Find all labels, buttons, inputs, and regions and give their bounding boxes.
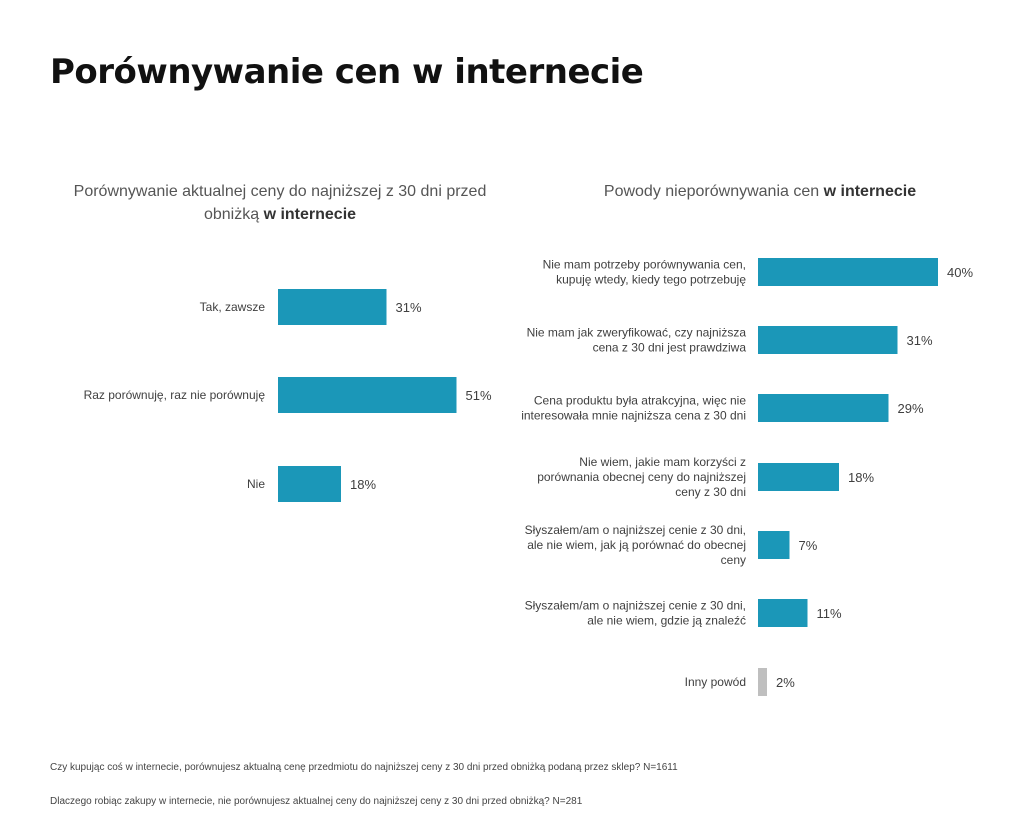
right-value-label-1: 40% [947,265,973,280]
left-bar-3 [278,466,341,502]
right-chart-title-bold: w internecie [823,183,917,200]
right-bar-6 [758,599,808,627]
footnote-1: Czy kupując coś w internecie, porównujes… [50,762,678,773]
left-category-label-1: Tak, zawsze [200,300,266,314]
page-title: Porównywanie cen w internecie [50,52,644,92]
right-bar-5 [758,531,790,559]
right-value-label-2: 31% [907,333,933,348]
right-category-label-3: Cena produktu była atrakcyjna, więc nie i… [521,394,746,423]
right-chart-title-text: Powody nieporównywania cen [603,183,820,200]
right-bar-3 [758,394,889,422]
left-chart-title: Porównywanie aktualnej ceny do najniższe… [60,180,500,226]
right-value-label-6: 11% [817,606,842,621]
left-value-label-2: 51% [466,388,492,403]
left-category-label-2: Raz porównuję, raz nie porównuję [84,388,266,402]
right-bar-2 [758,326,898,354]
right-category-label-4: Nie wiem, jakie mam korzyści z porównania… [537,455,746,499]
left-value-label-1: 31% [396,300,422,315]
footnote-2: Dlaczego robiąc zakupy w internecie, nie… [50,796,583,807]
right-bar-1 [758,258,938,286]
left-chart-title-text: Porównywanie aktualnej ceny do najniższe… [73,183,487,223]
right-category-label-1: Nie mam potrzeby porównywania cen, kupuję… [543,258,747,287]
left-bar-2 [278,377,457,413]
right-value-label-4: 18% [848,470,874,485]
right-bar-4 [758,463,839,491]
left-bar-1 [278,289,387,325]
left-category-label-3: Nie [247,477,265,491]
left-value-label-3: 18% [350,477,376,492]
right-category-label-6: Słyszałem/am o najniższej cenie z 30 dni… [525,599,746,628]
right-bar-7 [758,668,767,696]
right-category-label-7: Inny powód [685,675,746,689]
right-value-label-5: 7% [799,538,818,553]
right-chart-title: Powody nieporównywania cen w internecie [560,180,960,203]
right-value-label-3: 29% [898,401,924,416]
left-chart-title-bold: w internecie [263,206,357,223]
right-category-label-5: Słyszałem/am o najniższej cenie z 30 dni… [525,523,746,567]
right-value-label-7: 2% [776,675,795,690]
right-category-label-2: Nie mam jak zweryfikować, czy najniższa c… [527,326,747,355]
